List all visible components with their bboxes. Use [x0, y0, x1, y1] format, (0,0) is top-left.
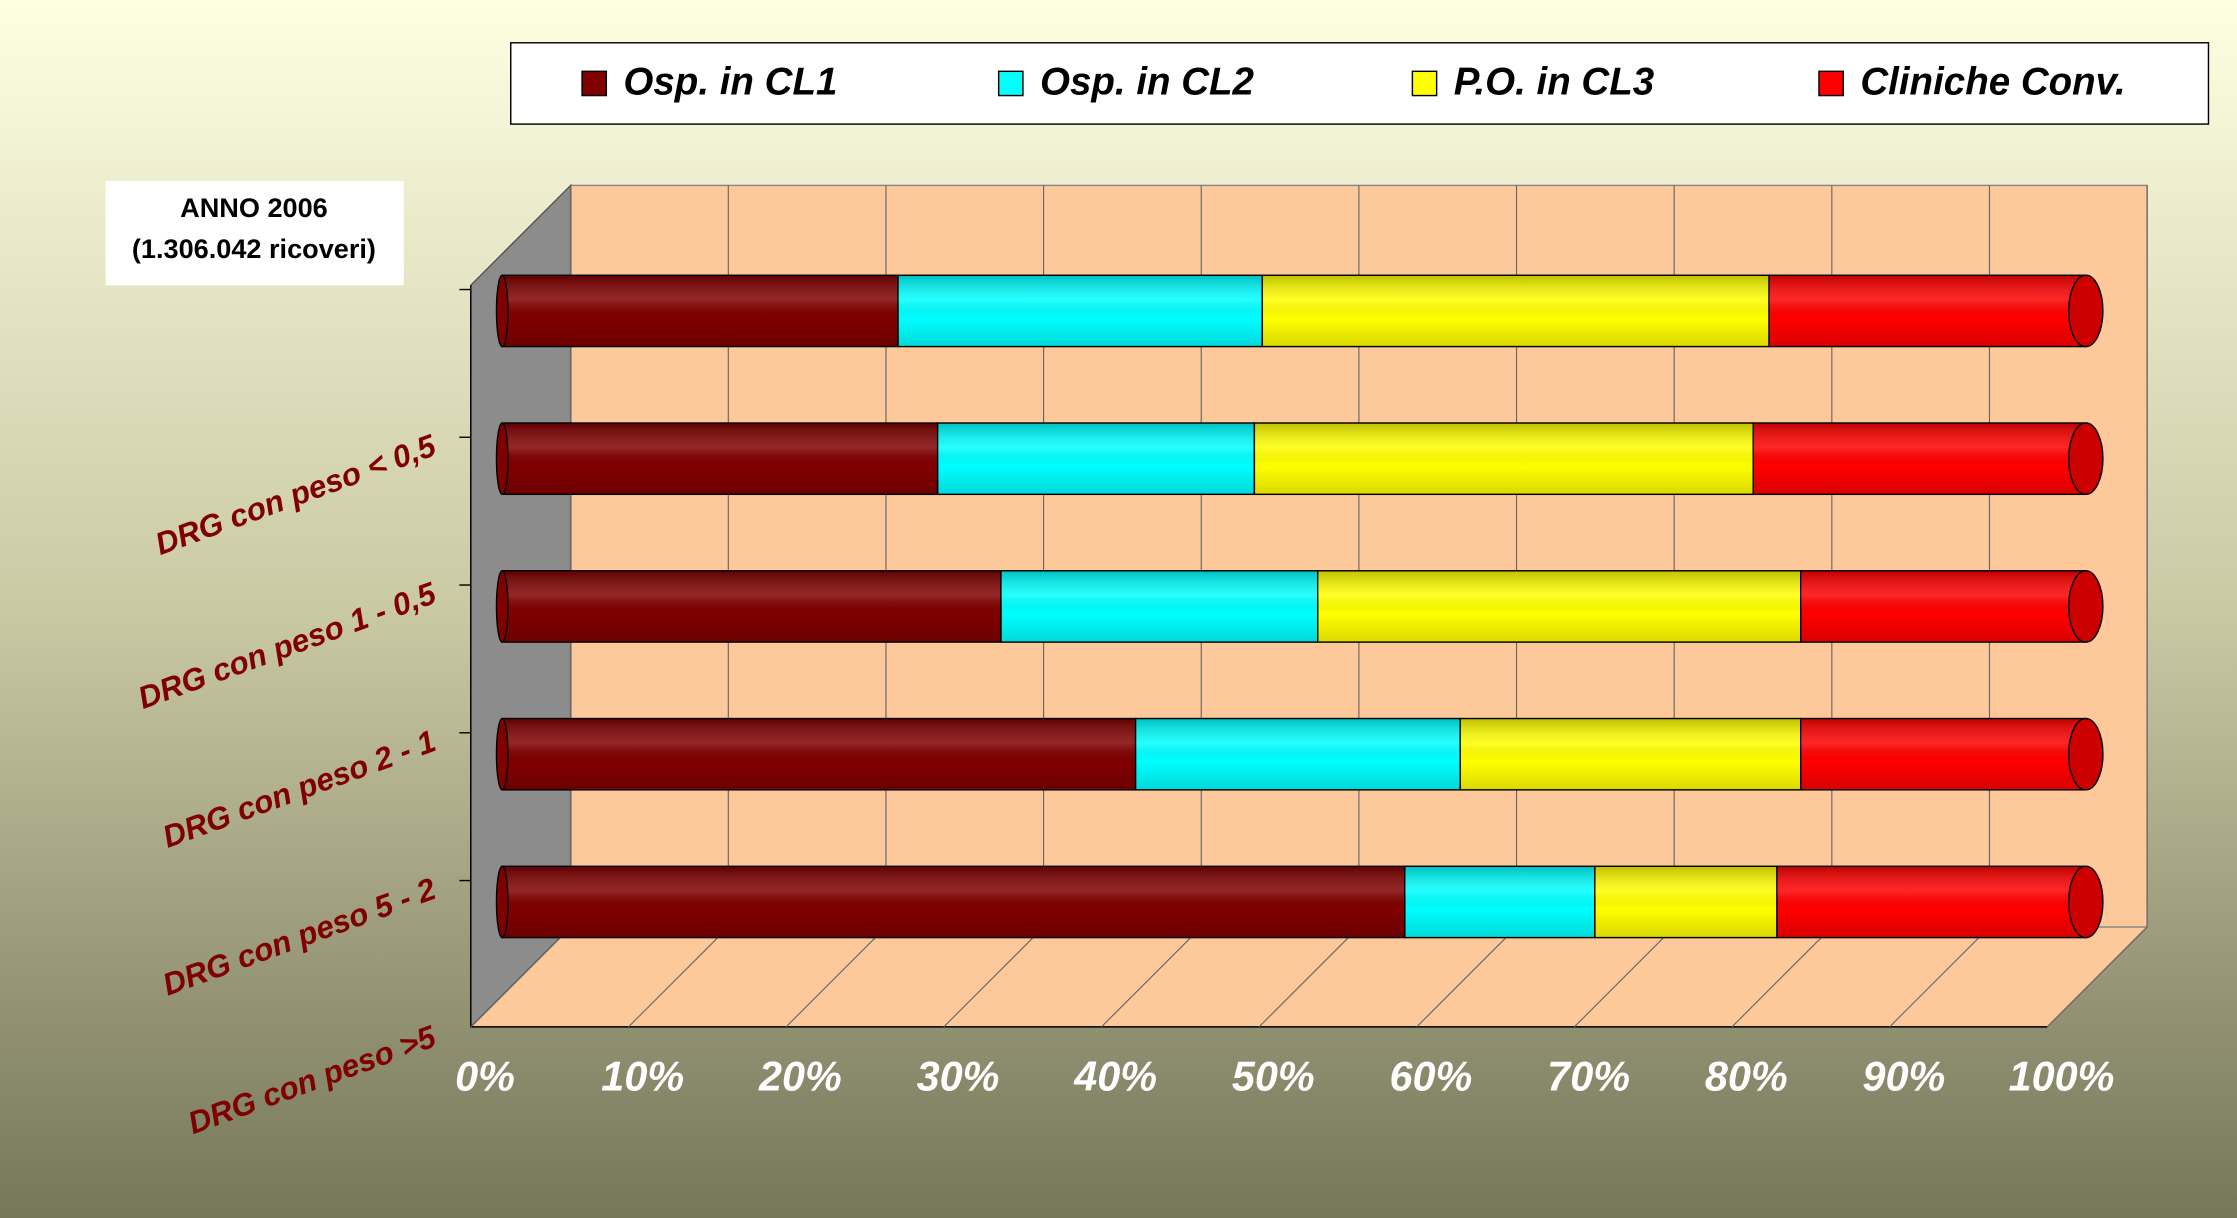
grid-line	[1100, 926, 1202, 1028]
bar-end-cap	[2067, 865, 2104, 939]
x-tick-label: 100%	[2009, 1054, 2115, 1100]
bar-shading	[1262, 275, 1770, 347]
bar-end-cap	[2067, 570, 2104, 643]
bar-shading	[1135, 718, 1461, 790]
legend-swatch	[1411, 70, 1438, 97]
bar-shading	[1769, 275, 2086, 347]
x-tick-label: 30%	[917, 1054, 1000, 1100]
bar-end-shade	[2068, 866, 2103, 938]
bar-end-shade	[2068, 275, 2103, 347]
legend-swatch	[1818, 70, 1844, 97]
bar-shading	[502, 866, 1405, 938]
x-tick-label: 70%	[1547, 1054, 1630, 1100]
bar-end-shade	[2068, 570, 2103, 643]
bar-shading	[1460, 718, 1801, 790]
bar-shading	[1753, 423, 2086, 495]
grid-line	[1416, 926, 1517, 1028]
grid-line	[470, 926, 572, 1028]
x-tick-label: 60%	[1390, 1054, 1473, 1100]
bar-start-cap	[495, 717, 509, 791]
bar-shading	[502, 718, 1136, 790]
bar-shading	[1800, 570, 2086, 643]
bar-shading	[502, 275, 899, 347]
bar-end-cap	[2067, 422, 2104, 496]
bar-end-shade	[2068, 718, 2103, 790]
grid-line	[1731, 926, 1833, 1028]
bar-shading	[1317, 570, 1801, 643]
bar-end-cap	[2067, 717, 2104, 791]
bar-shading	[898, 275, 1263, 347]
bar-end-shade	[2068, 423, 2103, 495]
grid-line	[1889, 926, 1990, 1028]
bar-start-cap	[495, 274, 509, 348]
bar-shading	[502, 570, 1002, 643]
grid-line	[943, 926, 1045, 1028]
bar-shading	[937, 423, 1255, 495]
bar-start-cap	[495, 865, 509, 939]
bars	[495, 274, 2104, 939]
bar-start-cap	[495, 422, 509, 496]
bar-start-cap	[495, 570, 509, 643]
legend-entries: Osp. in CL1 Osp. in CL2 P.O. in CL3 Clinich…	[581, 60, 2126, 103]
bar-shading	[1776, 866, 2086, 938]
bar-end-cap	[2067, 274, 2104, 348]
x-tick-label: 50%	[1232, 1054, 1315, 1100]
grid-line	[785, 926, 887, 1028]
bar-shading	[502, 423, 938, 495]
annotation-box	[105, 181, 404, 286]
legend-swatch	[997, 70, 1024, 97]
legend-swatch	[581, 70, 608, 97]
x-tick-label: 10%	[601, 1054, 684, 1100]
legend	[510, 42, 2210, 125]
bar-shading	[1404, 866, 1595, 938]
legend-label: P.O. in CL3	[1454, 60, 1654, 103]
bar-shading	[1254, 423, 1754, 495]
annotation: (1.306.042 ricoveri)	[132, 233, 376, 264]
x-tick-label: 40%	[1073, 1054, 1157, 1100]
grid-line	[2046, 926, 2148, 1028]
legend-label: Osp. in CL1	[623, 60, 837, 103]
x-tick-label: 80%	[1705, 1054, 1788, 1100]
bar-shading	[1594, 866, 1777, 938]
x-tick-label: 90%	[1862, 1054, 1945, 1100]
x-tick-label: 0%	[455, 1054, 515, 1100]
legend-label: Cliniche Conv.	[1860, 60, 2125, 103]
legend-label: Osp. in CL2	[1040, 60, 1255, 103]
grid-line	[628, 926, 729, 1028]
annotation: ANNO 2006	[180, 192, 328, 223]
bar-shading	[1001, 570, 1318, 643]
x-tick-label: 20%	[758, 1054, 842, 1100]
grid-line	[1573, 926, 1675, 1028]
bar-shading	[1800, 718, 2086, 790]
grid-line	[1258, 926, 1360, 1028]
